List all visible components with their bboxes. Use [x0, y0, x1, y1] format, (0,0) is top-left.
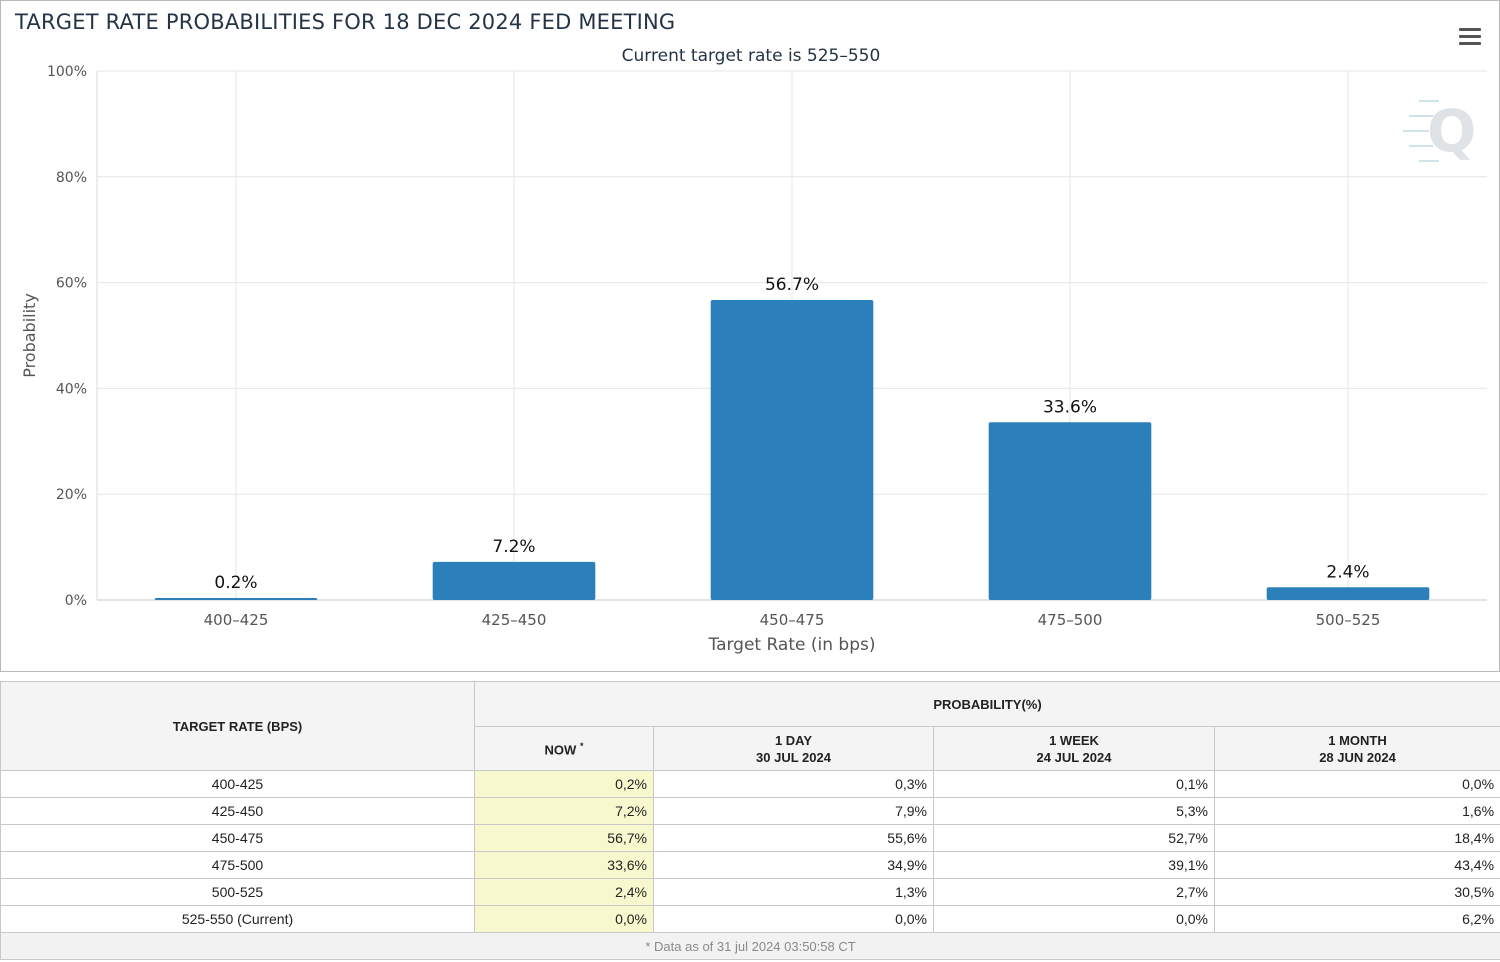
- y-tick-label: 40%: [56, 381, 87, 397]
- rate-cell: 450-475: [0, 824, 475, 852]
- day-cell: 0,0%: [653, 905, 934, 933]
- rate-cell: 400-425: [0, 770, 475, 798]
- y-tick-label: 20%: [56, 487, 87, 503]
- month-cell: 18,4%: [1213, 824, 1500, 852]
- month-cell: 0,0%: [1213, 770, 1500, 798]
- chart-subtitle: Current target rate is 525–550: [621, 46, 881, 66]
- y-axis-title: Probability: [20, 293, 39, 378]
- chart-area: 0% 20% 40% 60% 80% 100% 0.2% 400–425 7.2% 425–450…: [20, 64, 1487, 655]
- week-cell: 52,7%: [933, 824, 1215, 852]
- col-header-now: NOW *: [474, 726, 654, 771]
- col-header-now-label: NOW: [544, 742, 577, 758]
- now-cell: 56,7%: [474, 824, 654, 852]
- col-header-1-day: 1 DAY 30 JUL 2024: [653, 726, 934, 771]
- chart-title: TARGET RATE PROBABILITIES FOR 18 DEC 202…: [15, 10, 676, 34]
- logo-letter: Q: [1427, 97, 1476, 165]
- col-header-date: 24 JUL 2024: [1036, 749, 1112, 765]
- now-cell: 0,0%: [474, 905, 654, 933]
- data-label: 0.2%: [214, 573, 257, 593]
- month-cell: 6,2%: [1213, 905, 1500, 933]
- data-label: 2.4%: [1326, 562, 1369, 582]
- data-label: 56.7%: [765, 275, 819, 295]
- data-label: 33.6%: [1043, 397, 1097, 417]
- col-header-label: 1 DAY: [774, 732, 813, 748]
- x-tick-label: 450–475: [760, 611, 825, 629]
- bar[interactable]: [988, 422, 1152, 600]
- month-cell: 1,6%: [1213, 797, 1500, 825]
- hamburger-menu-icon[interactable]: [1457, 25, 1483, 47]
- q-logo-icon: Q: [1403, 97, 1476, 165]
- bar[interactable]: [154, 598, 318, 600]
- x-tick-label: 500–525: [1316, 611, 1381, 629]
- target-rate-header: TARGET RATE (BPS): [0, 681, 475, 771]
- week-cell: 39,1%: [933, 851, 1215, 879]
- rate-cell: 525-550 (Current): [0, 905, 475, 933]
- col-header-date: 30 JUL 2024: [756, 749, 831, 765]
- rate-cell: 500-525: [0, 878, 475, 906]
- col-header-label: 1 MONTH: [1328, 732, 1387, 748]
- col-header-label: 1 WEEK: [1049, 732, 1099, 748]
- week-cell: 0,1%: [933, 770, 1215, 798]
- bar[interactable]: [1266, 587, 1430, 600]
- day-cell: 0,3%: [653, 770, 934, 798]
- table-row: 400-425 0,2% 0,3% 0,1% 0,0%: [0, 770, 1500, 798]
- data-timestamp-footnote: * Data as of 31 jul 2024 03:50:58 CT: [0, 932, 1500, 960]
- x-tick-label: 475–500: [1038, 611, 1103, 629]
- table-row: 425-450 7,2% 7,9% 5,3% 1,6%: [0, 797, 1500, 825]
- rate-cell: 475-500: [0, 851, 475, 879]
- day-cell: 7,9%: [653, 797, 934, 825]
- table-row: 500-525 2,4% 1,3% 2,7% 30,5%: [0, 878, 1500, 906]
- y-tick-label: 100%: [47, 64, 87, 80]
- bar[interactable]: [710, 300, 874, 600]
- table-row: 525-550 (Current) 0,0% 0,0% 0,0% 6,2%: [0, 905, 1500, 933]
- x-axis-title: Target Rate (in bps): [708, 635, 876, 655]
- week-cell: 2,7%: [933, 878, 1215, 906]
- label-layer: 0% 20% 40% 60% 80% 100% 0.2% 400–425 7.2% 425–450…: [47, 64, 1380, 629]
- col-header-now-marker: *: [579, 741, 584, 752]
- data-label: 7.2%: [492, 537, 535, 557]
- now-cell: 33,6%: [474, 851, 654, 879]
- probability-table-panel: TARGET RATE (BPS) PROBABILITY(%) NOW * 1…: [0, 681, 1500, 962]
- y-tick-label: 60%: [56, 276, 87, 292]
- table-row: 450-475 56,7% 55,6% 52,7% 18,4%: [0, 824, 1500, 852]
- probability-table: TARGET RATE (BPS) PROBABILITY(%) NOW * 1…: [0, 681, 1500, 960]
- bar-layer: [154, 300, 1430, 600]
- bar[interactable]: [432, 561, 596, 600]
- probability-header: PROBABILITY(%): [473, 681, 1500, 727]
- day-cell: 34,9%: [653, 851, 934, 879]
- chart-panel: TARGET RATE PROBABILITIES FOR 18 DEC 202…: [0, 0, 1500, 672]
- now-cell: 7,2%: [474, 797, 654, 825]
- now-cell: 2,4%: [474, 878, 654, 906]
- day-cell: 1,3%: [653, 878, 934, 906]
- month-cell: 43,4%: [1213, 851, 1500, 879]
- x-tick-label: 425–450: [482, 611, 547, 629]
- now-cell: 0,2%: [474, 770, 654, 798]
- table-row: 475-500 33,6% 34,9% 39,1% 43,4%: [0, 851, 1500, 879]
- x-tick-label: 400–425: [204, 611, 269, 629]
- week-cell: 0,0%: [933, 905, 1215, 933]
- month-cell: 30,5%: [1213, 878, 1500, 906]
- col-header-date: 28 JUN 2024: [1319, 749, 1396, 765]
- day-cell: 55,6%: [653, 824, 934, 852]
- y-tick-label: 0%: [65, 593, 87, 609]
- col-header-1-week: 1 WEEK 24 JUL 2024: [933, 726, 1215, 771]
- col-header-1-month: 1 MONTH 28 JUN 2024: [1213, 726, 1500, 771]
- rate-cell: 425-450: [0, 797, 475, 825]
- y-tick-label: 80%: [56, 170, 87, 186]
- week-cell: 5,3%: [933, 797, 1215, 825]
